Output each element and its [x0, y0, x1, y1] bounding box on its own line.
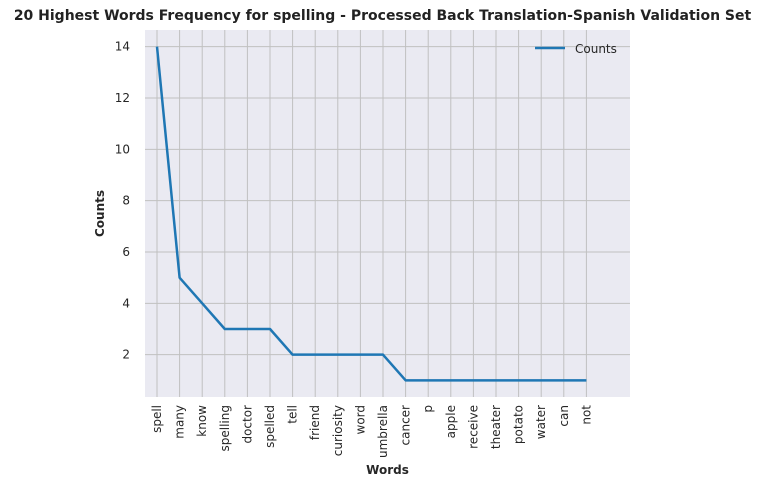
grid-lines	[145, 30, 630, 397]
x-tick-label: can	[557, 405, 571, 427]
x-tick-label: spelling	[218, 405, 232, 451]
x-tick-label: apple	[444, 405, 458, 438]
y-tick-label: 10	[115, 142, 130, 156]
y-axis-ticks: 2 4 6 8 10 12 14	[115, 40, 130, 362]
legend: Counts	[535, 42, 617, 56]
plot-area	[145, 30, 630, 397]
x-tick-label: spell	[150, 405, 164, 433]
y-tick-label: 6	[122, 245, 130, 259]
x-tick-label: word	[353, 405, 367, 435]
y-tick-label: 2	[122, 348, 130, 362]
x-tick-label: water	[534, 405, 548, 439]
x-tick-label: not	[579, 405, 593, 425]
x-tick-label: tell	[286, 405, 300, 424]
x-tick-label: curiosity	[331, 405, 345, 456]
x-tick-label: many	[173, 405, 187, 439]
x-axis-ticks: spell many know spelling doctor spelled tell fr…	[150, 405, 593, 458]
x-tick-label: receive	[466, 405, 480, 449]
x-tick-label: p	[421, 405, 435, 413]
x-tick-label: spelled	[263, 405, 277, 448]
y-tick-label: 8	[122, 194, 130, 208]
x-axis-label: Words	[366, 463, 409, 477]
x-tick-label: potato	[512, 405, 526, 444]
x-tick-label: friend	[308, 405, 322, 440]
x-tick-label: know	[195, 405, 209, 437]
chart-title: 20 Highest Words Frequency for spelling …	[13, 8, 752, 24]
x-tick-label: umbrella	[376, 405, 390, 458]
y-tick-label: 14	[115, 40, 130, 54]
y-axis-label: Counts	[93, 190, 107, 237]
series-layer	[155, 46, 587, 382]
x-tick-label: theater	[489, 405, 503, 449]
x-tick-label: cancer	[399, 405, 413, 446]
y-tick-label: 12	[115, 91, 130, 105]
y-tick-label: 4	[122, 296, 130, 310]
x-tick-label: doctor	[240, 405, 254, 444]
series-line	[155, 46, 587, 382]
legend-label: Counts	[575, 42, 617, 56]
